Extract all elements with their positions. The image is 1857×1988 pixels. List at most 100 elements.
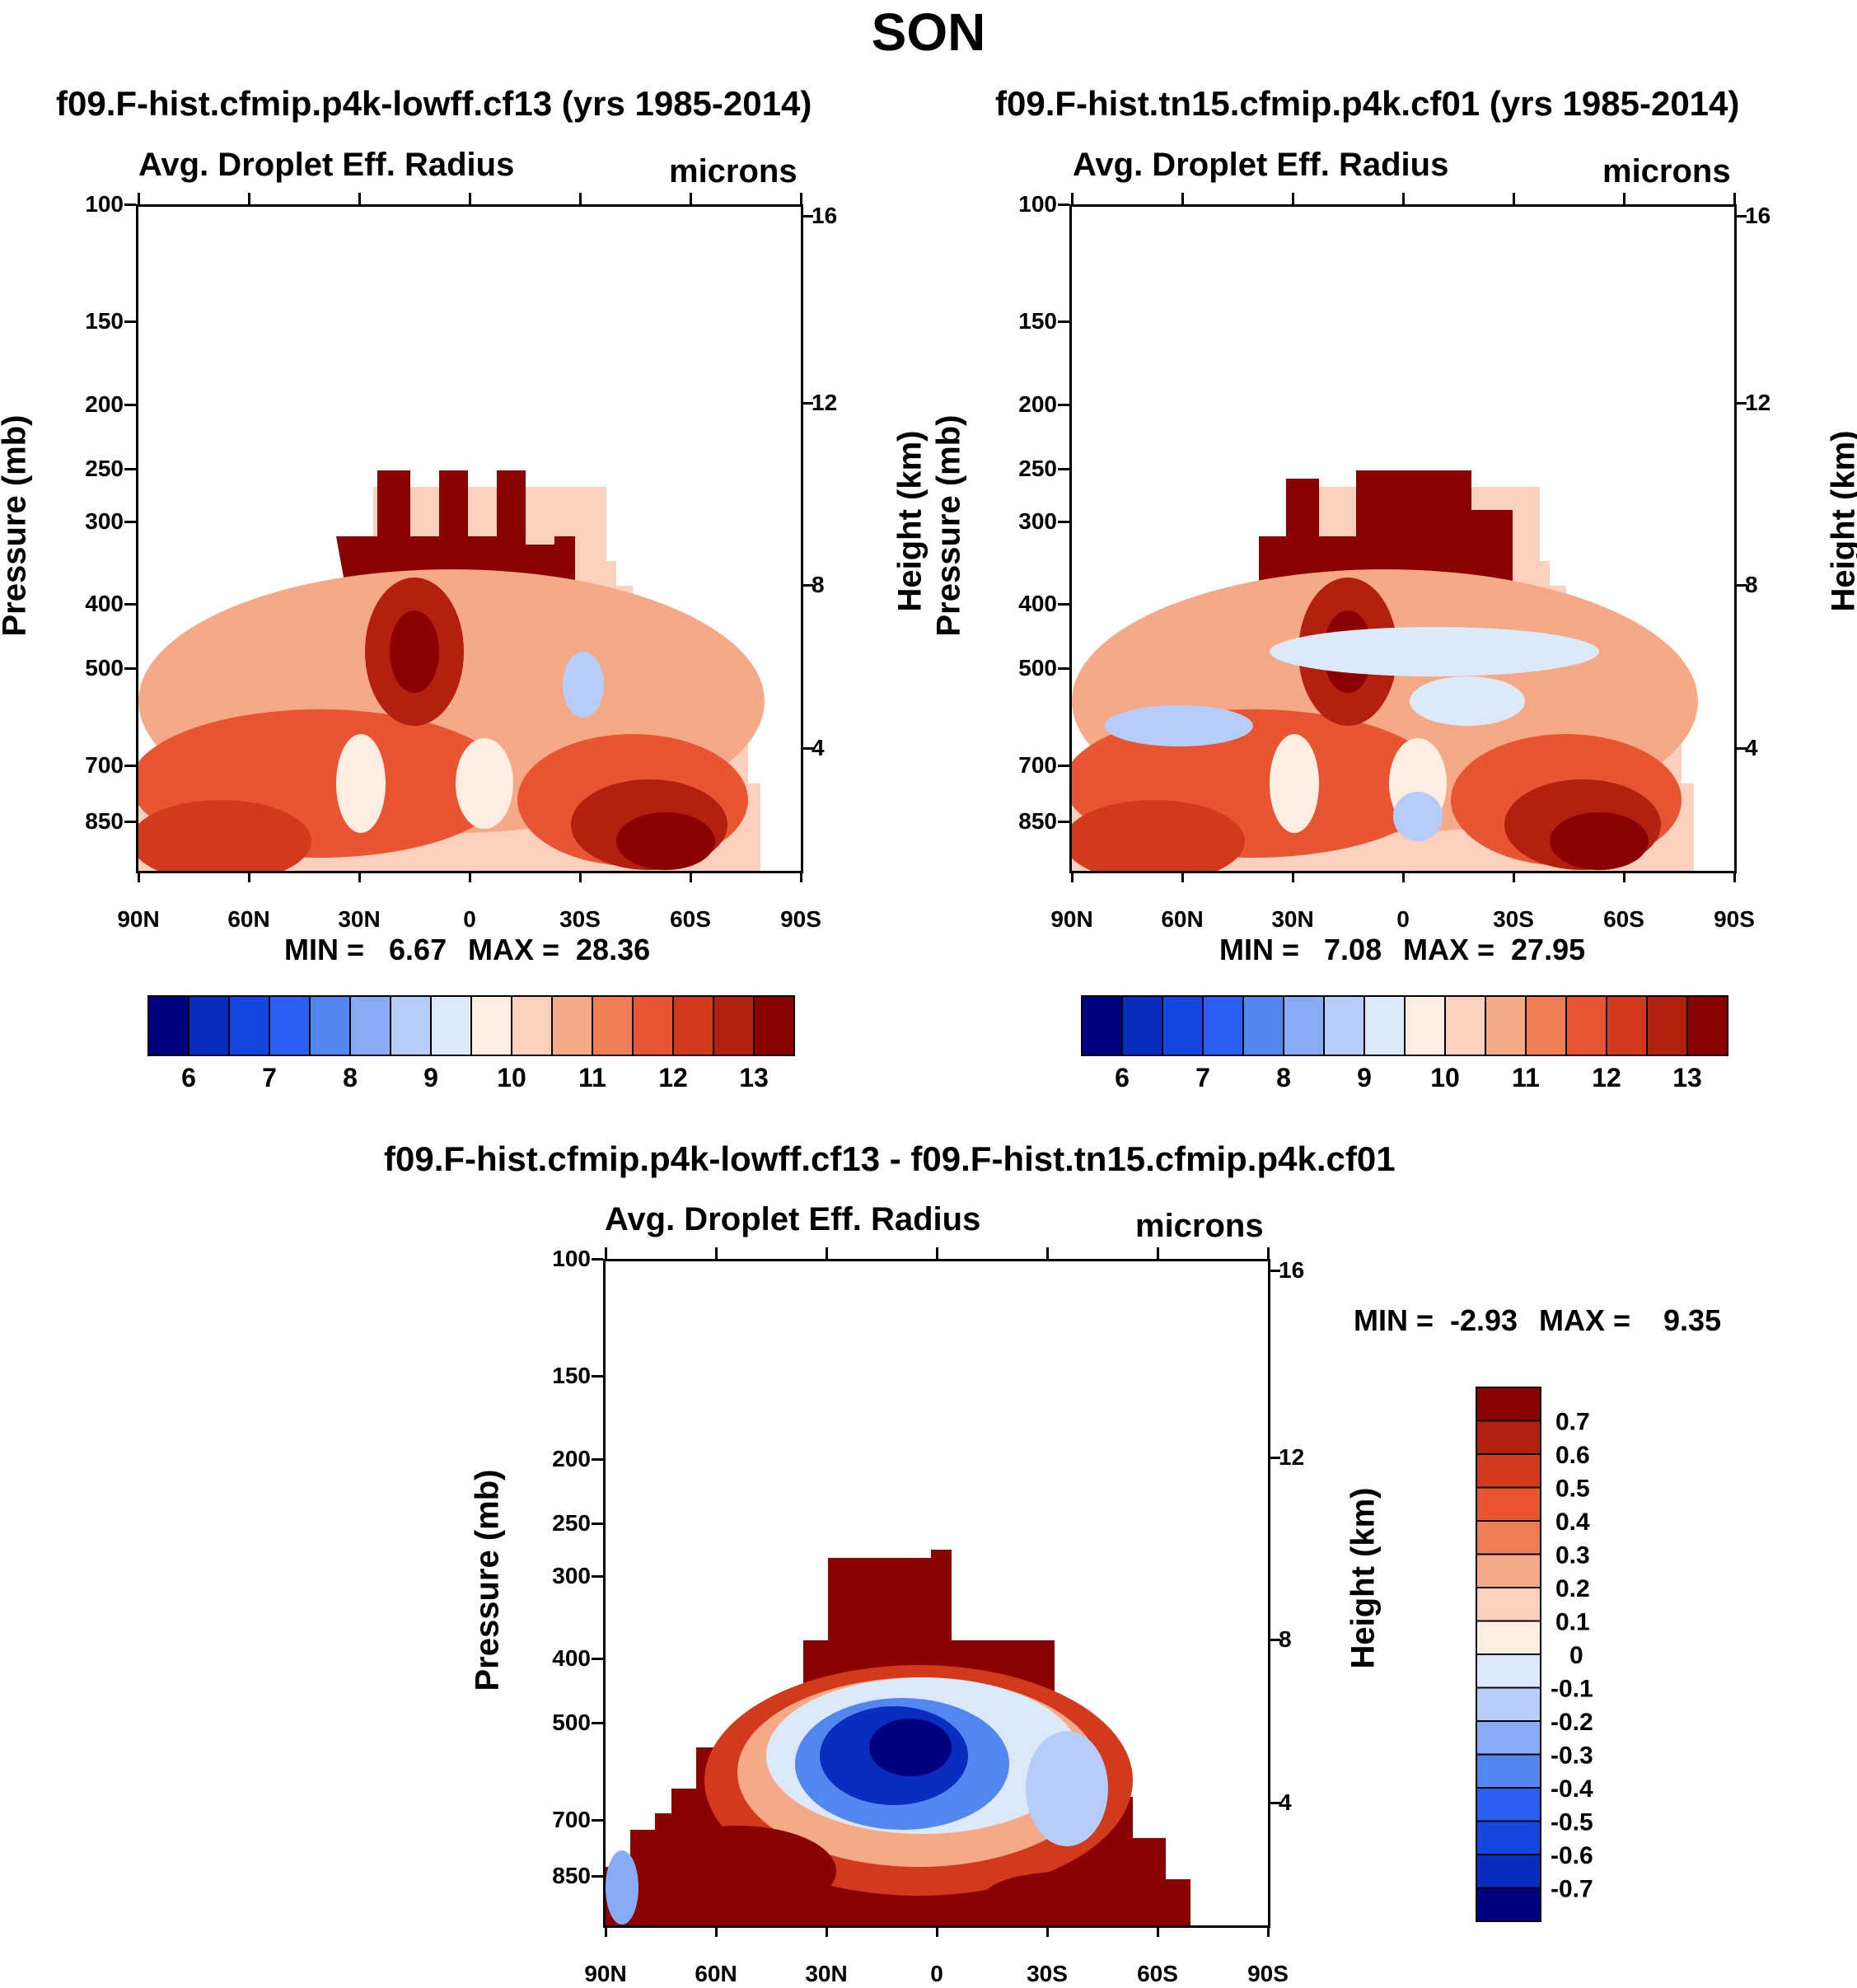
panel2-ylabel: Pressure (mb) [930,414,967,637]
latitude-tick-mark [1513,193,1515,204]
colorbar-swatch [1646,995,1688,1056]
colorbar-swatch [1606,995,1648,1056]
pressure-tick-mark [592,1374,603,1378]
latitude-tick-label: 0 [930,1961,943,1986]
panel3-ylabel-right: Height (km) [1345,1487,1382,1669]
latitude-tick-mark [1071,193,1074,204]
colorbar-tick-label: -0.3 [1551,1742,1593,1770]
panel3-variable: Avg. Droplet Eff. Radius [605,1201,981,1237]
diff-neg-core [869,1719,952,1776]
latitude-tick-mark [1181,871,1184,882]
panel3-contour-field [606,1550,1190,1925]
height-tick-label: 16 [812,203,838,228]
colorbar-tick-label: -0.4 [1551,1775,1593,1803]
core-tropic [390,610,439,693]
height-tick-mark [802,402,813,405]
latitude-tick-mark [690,871,692,882]
panel2-colorbar: 6 7 8 9 10 11 12 13 [1080,994,1729,1094]
pressure-tick-mark [1058,203,1069,206]
height-tick-mark [1269,1639,1280,1641]
colorbar-swatch [1404,995,1446,1056]
latitude-tick-label: 90S [1714,906,1755,932]
panel3-min: MIN = -2.93 [1354,1303,1518,1337]
colorbar-swatch [672,995,714,1056]
panel1-ylabel: Pressure (mb) [0,414,33,637]
height-tick-label: 4 [812,735,825,760]
height-tick-mark [1269,1270,1280,1272]
band-nh-surface [138,800,311,871]
colorbar-swatch [1476,1820,1541,1855]
pressure-tick-mark [124,520,136,523]
band-light-1 [336,734,386,833]
panel1-max: MAX = 28.36 [468,933,651,966]
height-tick-label: 16 [1745,203,1771,228]
pressure-tick-mark [592,1522,603,1525]
latitude-tick-mark [1292,871,1294,882]
colorbar-swatch [1686,995,1728,1056]
figure-title: SON [871,2,986,62]
latitude-tick-mark [605,1247,607,1259]
latitude-tick-mark [690,193,692,204]
colorbar-swatch [1476,1720,1541,1756]
pressure-tick-mark [1058,765,1069,768]
latitude-tick-mark [715,1925,718,1937]
latitude-tick-mark [1513,871,1515,882]
pressure-tick-mark [124,203,136,206]
height-tick-mark [1735,215,1747,218]
colorbar-swatch [1476,1587,1541,1622]
latitude-tick-label: 30N [1271,906,1314,932]
colorbar-swatch [1476,1520,1541,1555]
latitude-tick-label: 0 [1396,906,1410,932]
latitude-tick-mark [1071,871,1074,882]
colorbar-swatch [511,995,553,1056]
diff-neg-pole [606,1850,638,1925]
height-tick-label: 12 [1279,1444,1305,1470]
colorbar-swatch [147,995,189,1056]
colorbar-tick-label: 6 [1115,1063,1130,1090]
latitude-tick-label: 60N [695,1961,737,1986]
latitude-tick-label: 90S [1247,1961,1289,1986]
colorbar-swatch [1476,1486,1541,1522]
colorbar-tick-label: 13 [1672,1063,1702,1090]
diff-pos-nh [638,1826,836,1916]
pressure-tick-mark [592,1722,603,1725]
height-tick-label: 4 [1279,1789,1292,1815]
panel1-plot-area [136,204,803,873]
colorbar-swatch [269,995,311,1056]
colorbar-swatch [228,995,270,1056]
colorbar-swatch [1565,995,1607,1056]
latitude-tick-mark [579,193,582,204]
colorbar-swatch [1444,995,1486,1056]
band-blue-trop [1410,676,1525,726]
band-blue-upper [1270,627,1599,676]
panel3-max: MAX = 9.35 [1539,1303,1722,1337]
height-tick-mark [1269,1802,1280,1804]
pressure-tick-mark [124,765,136,768]
latitude-tick-mark [826,1925,828,1937]
pressure-tick-label: 300 [85,508,124,534]
pressure-tick-mark [124,667,136,671]
colorbar-tick-label: 8 [343,1063,358,1090]
colorbar-tick-label: 7 [1195,1063,1210,1090]
band-sh-max [616,812,715,870]
colorbar-tick-label: 8 [1276,1063,1291,1090]
pressure-tick-label: 850 [552,1863,591,1889]
height-tick-label: 12 [812,390,838,415]
pressure-tick-mark [592,1875,603,1878]
pressure-tick-label: 400 [85,591,124,617]
colorbar-swatch [1476,1787,1541,1822]
panel2-min: MIN = 7.08 [1219,933,1382,966]
pressure-tick-label: 200 [85,391,124,417]
band-light-2 [456,738,513,829]
pressure-tick-label: 200 [1018,391,1057,417]
height-tick-mark [1735,402,1747,405]
latitude-tick-mark [1267,1925,1270,1937]
pressure-tick-mark [1058,520,1069,523]
pressure-tick-label: 700 [85,752,124,779]
height-tick-label: 12 [1745,390,1771,415]
colorbar-swatch [1476,1420,1541,1455]
pressure-tick-mark [592,1457,603,1461]
colorbar-tick-label: -0.1 [1551,1676,1593,1703]
latitude-tick-label: 90N [1050,906,1093,932]
pressure-tick-mark [1058,320,1069,323]
